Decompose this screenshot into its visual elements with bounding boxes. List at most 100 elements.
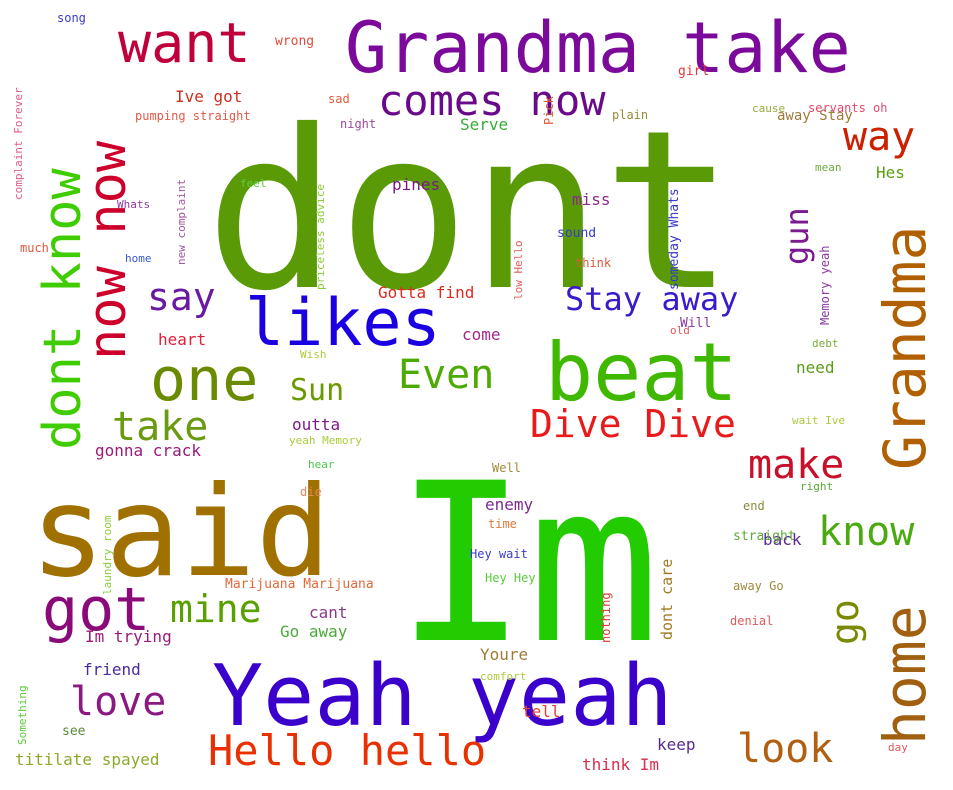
cloud-word: song [57, 11, 86, 25]
cloud-word: sad [328, 92, 350, 106]
cloud-word: now now [78, 140, 138, 360]
cloud-word: need [796, 358, 835, 377]
cloud-word: away Go [733, 579, 784, 593]
cloud-word: much [20, 241, 49, 255]
cloud-word: Go away [280, 622, 348, 641]
cloud-word: straight [733, 529, 796, 544]
cloud-word: Gotta find [378, 283, 474, 302]
cloud-word: mine [170, 587, 262, 631]
cloud-word: pines [392, 175, 440, 194]
cloud-word: old [670, 324, 690, 337]
cloud-word: dont care [658, 559, 676, 640]
cloud-word: laundry room [101, 515, 114, 595]
cloud-word: nothing [599, 592, 613, 643]
cloud-word: Marijuana Marijuana [225, 577, 374, 592]
cloud-word: gonna crack [95, 441, 201, 460]
cloud-word: low Hello [512, 240, 525, 300]
cloud-word: comes now [378, 76, 606, 125]
cloud-word: night [340, 117, 376, 131]
cloud-word: look [737, 726, 833, 772]
cloud-word: time [488, 517, 517, 531]
cloud-word: Memory yeah [818, 246, 832, 325]
cloud-word: Hey wait [470, 547, 528, 561]
cloud-word: miss [572, 190, 611, 209]
cloud-word: sound [557, 226, 596, 241]
cloud-word: see [62, 724, 86, 739]
cloud-word: debt [812, 337, 839, 350]
cloud-word: Stay away [565, 280, 738, 318]
cloud-word: Hey Hey [485, 571, 536, 585]
cloud-word: wait Ive [792, 414, 845, 427]
cloud-word: likes [245, 286, 441, 361]
cloud-word: enemy [485, 495, 534, 514]
cloud-word: say [147, 275, 216, 319]
cloud-word: end [743, 499, 765, 513]
cloud-word: come [462, 325, 501, 344]
cloud-word: Grandma take [345, 7, 851, 89]
cloud-word: Grandma [871, 226, 939, 470]
cloud-word: Ive got [175, 87, 242, 106]
cloud-word: way [843, 114, 915, 160]
cloud-word: Well [492, 461, 521, 475]
cloud-word: Something [16, 685, 29, 745]
cloud-word: plain [612, 108, 648, 122]
cloud-word: Wish [300, 348, 327, 361]
cloud-word: hear [308, 458, 335, 471]
cloud-word: make [748, 442, 844, 488]
cloud-word: keep [657, 735, 696, 754]
cloud-word: said [30, 460, 331, 605]
cloud-word: go [823, 599, 867, 645]
cloud-word: heart [158, 330, 206, 349]
cloud-word: right [800, 480, 833, 493]
cloud-word: got [42, 575, 150, 645]
cloud-word: gun [778, 207, 816, 265]
cloud-word: Will [680, 316, 711, 331]
cloud-word: Im trying [85, 627, 172, 646]
cloud-word: priceless advice [314, 184, 327, 290]
cloud-word: Hes [876, 163, 905, 182]
cloud-word: Hello hello [208, 726, 486, 775]
cloud-word: home [125, 252, 152, 265]
cloud-word: day [888, 741, 908, 754]
cloud-word: new complaint [175, 179, 188, 265]
cloud-word: Pick [542, 95, 556, 125]
cloud-word: someday Whats [667, 188, 682, 290]
cloud-word: girl [678, 64, 709, 79]
cloud-word: think [575, 256, 612, 270]
cloud-word: outta [292, 415, 340, 434]
cloud-word: dont [205, 83, 735, 339]
cloud-word: comfort [480, 670, 526, 683]
cloud-word: titilate spayed [15, 750, 160, 769]
cloud-word: know [818, 509, 915, 555]
cloud-word: pumping straight [135, 109, 251, 123]
cloud-word: cant [309, 603, 348, 622]
cloud-word: cause [752, 102, 785, 115]
cloud-word: take [112, 404, 208, 450]
cloud-word: dont know [33, 168, 93, 450]
cloud-word: wrong [275, 34, 314, 49]
cloud-word: Dive Dive [530, 402, 736, 446]
cloud-word: die [300, 485, 322, 499]
cloud-word: complaint Forever [12, 87, 25, 200]
cloud-word: denial [730, 614, 773, 628]
cloud-word: Sun [290, 373, 344, 408]
cloud-word: servants oh [808, 101, 887, 115]
cloud-word: feel [240, 177, 267, 190]
cloud-word: Im [395, 436, 660, 692]
cloud-word: one [150, 345, 258, 415]
cloud-word: yeah Memory [289, 434, 362, 447]
cloud-word: back [763, 530, 802, 549]
cloud-word: Yeah yeah [212, 647, 673, 746]
cloud-word: away Stay [777, 108, 853, 124]
cloud-word: home [871, 605, 939, 745]
cloud-word: Whats [117, 198, 150, 211]
cloud-word: beat [545, 326, 738, 419]
cloud-word: Youre [480, 645, 528, 664]
cloud-word: mean [815, 161, 842, 174]
cloud-word: tell [522, 702, 561, 721]
cloud-word: Even [398, 352, 494, 398]
cloud-word: want [118, 11, 250, 75]
cloud-word: friend [83, 660, 141, 679]
cloud-word: love [70, 679, 166, 725]
